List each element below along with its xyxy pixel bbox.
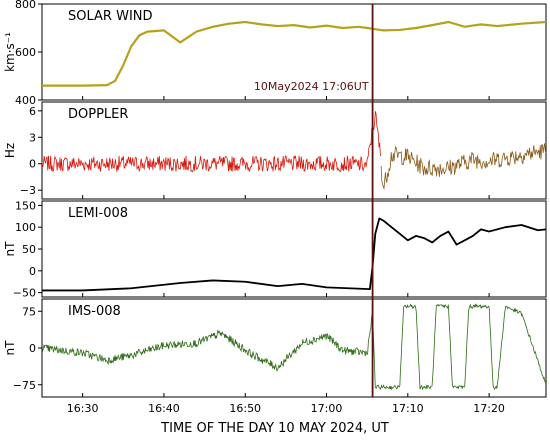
x-tick-label: 16:30 [67, 402, 99, 415]
y-tick-label: −50 [13, 287, 36, 300]
y-tick-label: 50 [22, 243, 36, 256]
panel-title: DOPPLER [68, 107, 128, 122]
y-tick-label: 600 [15, 46, 36, 59]
x-tick-label: 17:20 [473, 402, 505, 415]
y-tick-label: 400 [15, 94, 36, 107]
panel-1: 400 600 800 SOLAR WIND km·s⁻¹ [3, 0, 547, 107]
y-tick-label: 0 [29, 158, 36, 171]
x-tick-label: 16:40 [148, 402, 180, 415]
panel-2: −3 0 3 6 DOPPLER Hz [3, 101, 547, 200]
y-axis-label: km·s⁻¹ [3, 32, 17, 72]
y-tick-label: 75 [22, 305, 36, 318]
panel-4: −75 0 75 IMS-008 nT [3, 298, 547, 398]
y-axis-label: nT [3, 340, 17, 356]
event-label: 10May2024 17:06UT [254, 80, 369, 93]
y-tick-label: 150 [15, 199, 36, 212]
y-tick-label: 0 [29, 265, 36, 278]
y-axis-label: nT [3, 241, 17, 257]
y-tick-label: 800 [15, 0, 36, 11]
y-tick-label: 0 [29, 342, 36, 355]
panel-title: LEMI-008 [68, 206, 128, 221]
solar-wind-line [42, 20, 547, 87]
x-tick-label: 17:10 [392, 402, 424, 415]
y-tick-label: −75 [13, 379, 36, 392]
y-tick-label: 3 [29, 131, 36, 144]
x-tick-label: 16:50 [229, 402, 261, 415]
y-axis-label: Hz [3, 143, 17, 158]
panel-frame [41, 101, 547, 200]
panel-title: IMS-008 [68, 304, 121, 319]
panel-3: −50 0 50 100 150 LEMI-008 nT [3, 199, 547, 300]
lemi-line [42, 217, 547, 292]
x-axis-label: TIME OF THE DAY 10 MAY 2024, UT [160, 421, 389, 436]
y-tick-label: −3 [20, 184, 36, 197]
doppler-line-late [380, 143, 547, 190]
x-tick-label: 17:00 [311, 402, 343, 415]
panel-title: SOLAR WIND [68, 9, 153, 24]
y-tick-label: 100 [15, 221, 36, 234]
doppler-line [41, 111, 381, 173]
ims-line [41, 303, 547, 391]
y-tick-label: 6 [29, 105, 36, 118]
